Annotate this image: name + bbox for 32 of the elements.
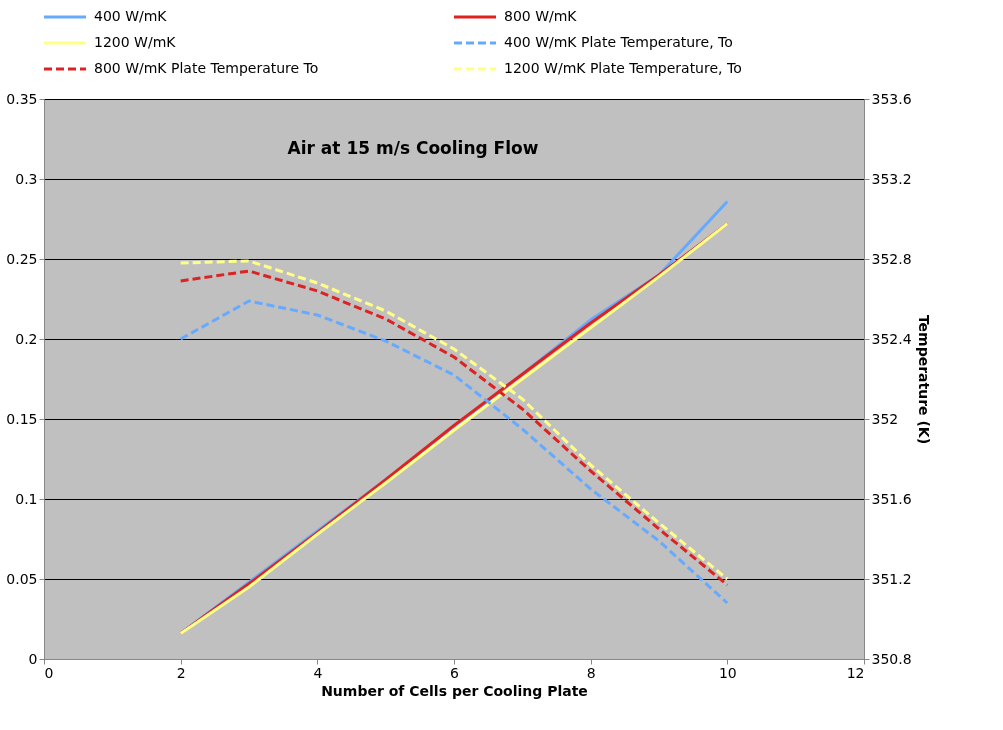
y-tick-label: 0.25 xyxy=(6,250,38,267)
legend-label: 400 W/mK Plate Temperature, To xyxy=(504,34,733,50)
x-tick-label: 0 xyxy=(44,664,54,681)
y-tick-label: 0 xyxy=(28,650,38,667)
y2-axis-title: Temperature (K) xyxy=(915,314,932,445)
y2-tick-label: 353.2 xyxy=(871,170,912,187)
x-tick-label: 6 xyxy=(450,664,460,681)
y2-tick-label: 352.4 xyxy=(871,330,912,347)
x-tick-label: 4 xyxy=(313,664,323,681)
y2-tick-label: 350.8 xyxy=(871,650,912,667)
legend-label: 400 W/mK xyxy=(94,8,168,24)
text: Air at 15 m/s Cooling Flow xyxy=(287,138,539,159)
y-tick-label: 0.05 xyxy=(6,570,38,587)
legend-label: 800 W/mK Plate Temperature To xyxy=(94,60,319,76)
y-tick-label: 0.3 xyxy=(15,170,38,187)
y2-tick-label: 352 xyxy=(871,410,899,427)
x-tick-label: 12 xyxy=(846,664,865,681)
y-tick-label: 0.2 xyxy=(15,330,38,347)
y-tick-label: 0.15 xyxy=(6,410,38,427)
y2-tick-label: 353.6 xyxy=(871,90,912,107)
y-tick-label: 0.35 xyxy=(6,90,38,107)
x-tick-label: 8 xyxy=(586,664,596,681)
x-tick-label: 2 xyxy=(176,664,186,681)
legend-label: 1200 W/mK xyxy=(94,34,177,50)
x-tick-label: 10 xyxy=(718,664,737,681)
y2-tick-label: 351.6 xyxy=(871,490,912,507)
x-axis-title: Number of Cells per Cooling Plate xyxy=(321,682,588,699)
y-tick-label: 0.1 xyxy=(15,490,38,507)
legend-label: 800 W/mK xyxy=(504,8,578,24)
legend-label: 1200 W/mK Plate Temperature, To xyxy=(504,60,742,76)
y2-tick-label: 352.8 xyxy=(871,250,912,267)
y2-tick-label: 351.2 xyxy=(871,570,912,587)
